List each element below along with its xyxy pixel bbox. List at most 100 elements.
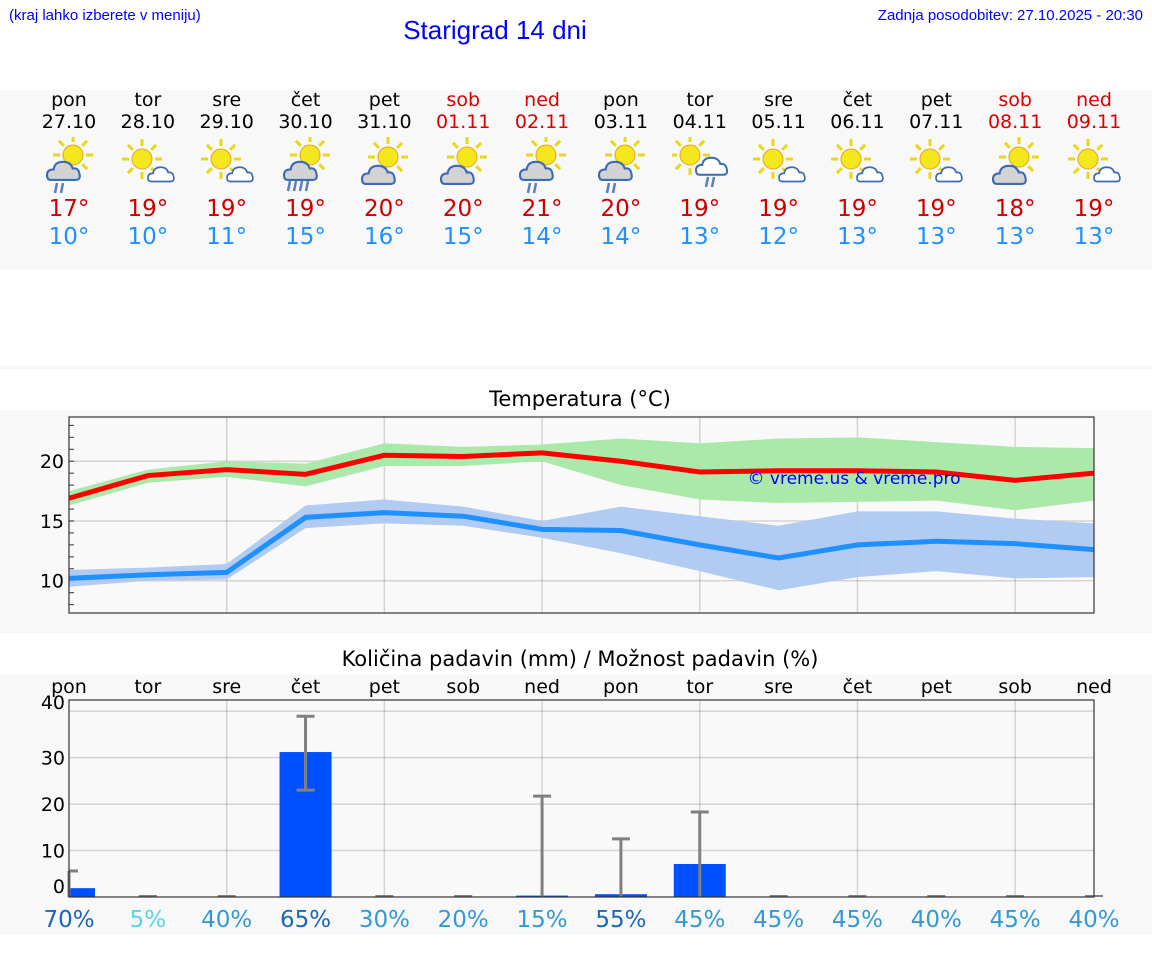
- day-label: pon: [603, 676, 639, 698]
- forecast-day: čet 30.10 19° 15°: [266, 89, 346, 251]
- day-label: sre: [764, 676, 793, 698]
- sun-small-cloud-icon: [1054, 137, 1134, 195]
- day-date: 05.11: [751, 111, 806, 133]
- precip-probability: 70%: [43, 907, 94, 933]
- day-date: 31.10: [357, 111, 412, 133]
- y-tick-label: 30: [41, 748, 65, 770]
- plot-area: [69, 700, 1094, 897]
- day-label: sob: [998, 676, 1032, 698]
- max-temp: 20°: [442, 196, 484, 222]
- min-temp: 15°: [442, 224, 484, 250]
- min-temp: 15°: [285, 224, 326, 250]
- day-label: ned: [524, 676, 560, 698]
- day-date: 07.11: [909, 111, 964, 133]
- menu-hint: (kraj lahko izberete v meniju): [9, 7, 201, 24]
- min-temp: 13°: [1073, 224, 1115, 250]
- sun-small-cloud-icon: [817, 137, 897, 195]
- y-tick-label: 40: [41, 692, 65, 714]
- day-name: tor: [686, 89, 714, 111]
- min-temp: 10°: [48, 224, 90, 250]
- max-temp: 19°: [285, 196, 326, 222]
- temperature-chart-title: Temperatura (°C): [489, 387, 671, 411]
- precip-probability: 5%: [130, 907, 167, 933]
- day-label: pet: [921, 676, 952, 698]
- precip-probability: 45%: [832, 907, 883, 933]
- cloud-sun-icon: [975, 137, 1055, 195]
- day-name: čet: [842, 89, 873, 111]
- forecast-day: čet 06.11 19° 13°: [817, 89, 897, 251]
- max-temp: 19°: [915, 196, 957, 222]
- min-temp: 14°: [521, 224, 563, 250]
- day-label: čet: [291, 676, 321, 698]
- precip-probability: 40%: [911, 907, 962, 933]
- cloud-sun-rain-icon: [29, 137, 109, 195]
- day-label: pet: [369, 676, 400, 698]
- max-temp: 17°: [48, 196, 90, 222]
- max-temp: 19°: [206, 196, 248, 222]
- max-temp: 19°: [837, 196, 878, 222]
- min-temp: 14°: [600, 224, 642, 250]
- max-temp: 19°: [679, 196, 721, 222]
- forecast-day: sre 05.11 19° 12°: [739, 89, 819, 251]
- forecast-day: sob 08.11 18° 13°: [975, 89, 1055, 251]
- day-label: tor: [134, 676, 161, 698]
- precip-probability: 30%: [359, 907, 410, 933]
- day-date: 04.11: [672, 111, 727, 133]
- sun-small-cloud-icon: [896, 137, 976, 195]
- precipitation-chart-title: Količina padavin (mm) / Možnost padavin …: [341, 647, 819, 671]
- day-date: 27.10: [41, 111, 97, 133]
- min-temp: 13°: [994, 224, 1036, 250]
- min-temp-line: [68, 510, 1095, 581]
- max-temp: 18°: [994, 196, 1036, 222]
- max-temp: 19°: [758, 196, 799, 222]
- day-name: pet: [920, 89, 952, 111]
- cloud-sun-icon: [344, 137, 424, 195]
- plot-frame: [68, 699, 1095, 898]
- day-name: pon: [603, 89, 639, 111]
- min-temp: 12°: [758, 224, 799, 250]
- forecast-day: tor 28.10 19° 10°: [108, 89, 188, 251]
- day-label: čet: [843, 676, 873, 698]
- precip-probability: 40%: [1068, 907, 1119, 933]
- watermark: © vreme.us & vreme.pro: [747, 469, 960, 489]
- precip-probability: 55%: [595, 907, 646, 933]
- day-label: tor: [686, 676, 713, 698]
- day-name: sob: [446, 89, 481, 111]
- day-name: ned: [1076, 89, 1112, 111]
- cloud-sun-heavy-rain-icon: [266, 137, 346, 195]
- cloud-sun-rain-icon: [581, 137, 661, 195]
- max-temp: 19°: [127, 196, 169, 222]
- day-name: ned: [524, 89, 560, 111]
- max-temp: 20°: [600, 196, 642, 222]
- max-temp-range-band: [69, 437, 1094, 511]
- day-label: sob: [446, 676, 480, 698]
- min-temp: 13°: [915, 224, 957, 250]
- day-name: tor: [134, 89, 162, 111]
- max-temp-line: [68, 450, 1095, 501]
- day-date: 09.11: [1066, 111, 1122, 133]
- y-tick-label: 10: [41, 841, 65, 863]
- divider: [0, 365, 1152, 370]
- max-temp: 21°: [521, 196, 563, 222]
- y-tick-label: 0: [53, 876, 65, 898]
- precip-probability: 40%: [201, 907, 252, 933]
- min-temp: 13°: [837, 224, 878, 250]
- precip-probability: 45%: [674, 907, 725, 933]
- forecast-day: pon 03.11 20° 14°: [581, 89, 661, 251]
- min-temp: 11°: [206, 224, 248, 250]
- day-name: čet: [290, 89, 321, 111]
- forecast-day: sre 29.10 19° 11°: [187, 89, 267, 251]
- day-label: ned: [1076, 676, 1112, 698]
- forecast-day: sob 01.11 20° 15°: [423, 89, 503, 251]
- day-date: 28.10: [120, 111, 176, 133]
- y-tick-label: 10: [40, 571, 64, 593]
- day-name: sre: [764, 89, 794, 111]
- precip-probability: 45%: [990, 907, 1041, 933]
- min-temp: 16°: [363, 224, 405, 250]
- min-temp: 13°: [679, 224, 721, 250]
- day-date: 02.11: [514, 111, 570, 133]
- precip-bar: [69, 888, 95, 897]
- day-name: sre: [212, 89, 242, 111]
- precip-probability: 15%: [517, 907, 568, 933]
